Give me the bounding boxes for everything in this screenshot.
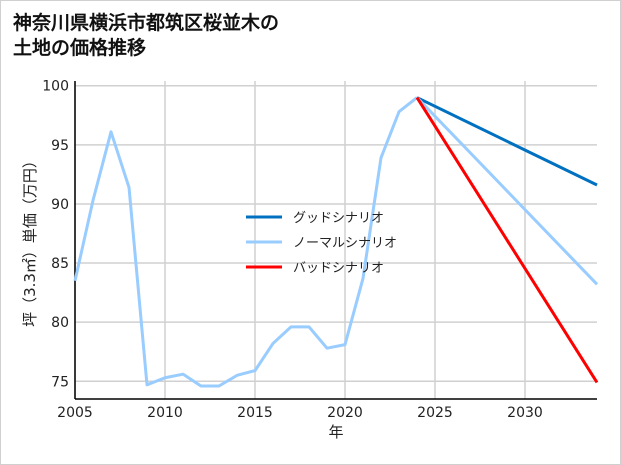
y-tick-label: 100 <box>42 79 69 95</box>
x-tick-label: 2020 <box>327 405 363 421</box>
series-line-0 <box>73 96 418 388</box>
y-tick-label: 75 <box>51 374 69 390</box>
y-tick-label: 90 <box>51 197 69 213</box>
x-axis-label: 年 <box>328 423 343 441</box>
series-line-1 <box>416 96 598 187</box>
title-line-1: 神奈川県横浜市都筑区桜並木の <box>13 12 280 34</box>
title-line-2: 土地の価格推移 <box>13 37 147 59</box>
y-tick-label: 80 <box>51 315 69 331</box>
y-tick-label: 85 <box>51 256 69 272</box>
x-tick-label: 2030 <box>507 405 543 421</box>
series-line-2 <box>415 96 599 286</box>
x-tick-label: 2010 <box>147 405 183 421</box>
series-line-3 <box>415 96 599 384</box>
x-tick-label: 2005 <box>57 405 93 421</box>
x-tick-label: 2015 <box>237 405 273 421</box>
legend-label: グッドシナリオ <box>293 211 384 226</box>
y-tick-label: 95 <box>51 138 69 154</box>
chart-title: 神奈川県横浜市都筑区桜並木の 土地の価格推移 <box>13 11 279 61</box>
y-axis-label: 坪（3.3㎡）単価（万円） <box>21 153 39 327</box>
legend-label: バッドシナリオ <box>293 261 384 276</box>
legend-label: ノーマルシナリオ <box>293 236 397 251</box>
x-tick-label: 2025 <box>417 405 453 421</box>
